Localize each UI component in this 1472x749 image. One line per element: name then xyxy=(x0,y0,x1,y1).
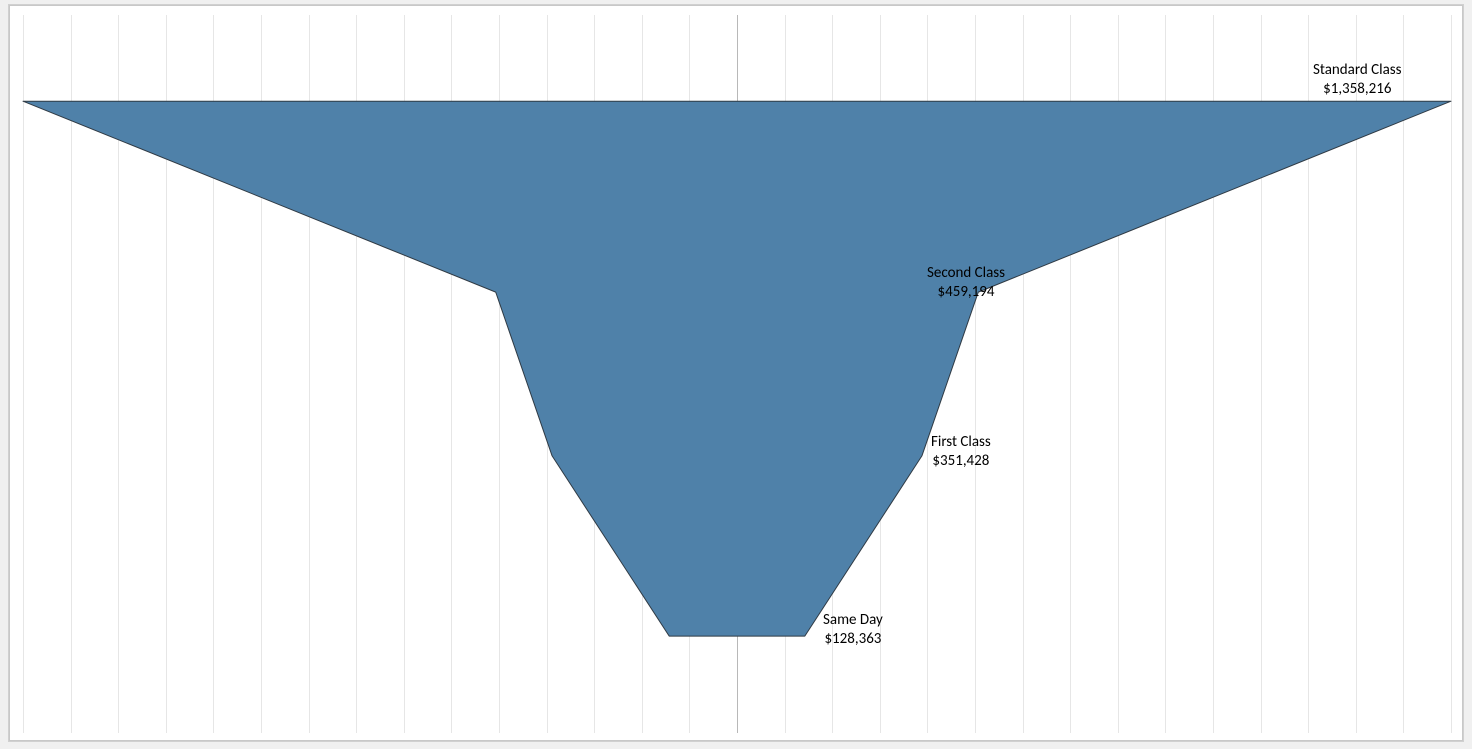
funnel-shape xyxy=(23,15,1451,733)
stage-name: Second Class xyxy=(927,264,1005,283)
stage-value: $1,358,216 xyxy=(1313,80,1402,99)
data-label: Standard Class$1,358,216 xyxy=(1313,61,1402,99)
stage-name: Same Day xyxy=(823,611,883,630)
stage-name: First Class xyxy=(931,433,991,452)
data-label: Second Class$459,194 xyxy=(927,264,1005,302)
data-label: Same Day$128,363 xyxy=(823,611,883,649)
stage-value: $459,194 xyxy=(927,283,1005,302)
stage-value: $128,363 xyxy=(823,630,883,649)
stage-name: Standard Class xyxy=(1313,61,1402,80)
data-label: First Class$351,428 xyxy=(931,433,991,471)
grid-line xyxy=(1451,15,1452,733)
plot-area: Standard Class$1,358,216 Second Class$459… xyxy=(23,15,1451,733)
funnel-chart-container: Standard Class$1,358,216 Second Class$459… xyxy=(8,4,1464,742)
stage-value: $351,428 xyxy=(931,452,991,471)
